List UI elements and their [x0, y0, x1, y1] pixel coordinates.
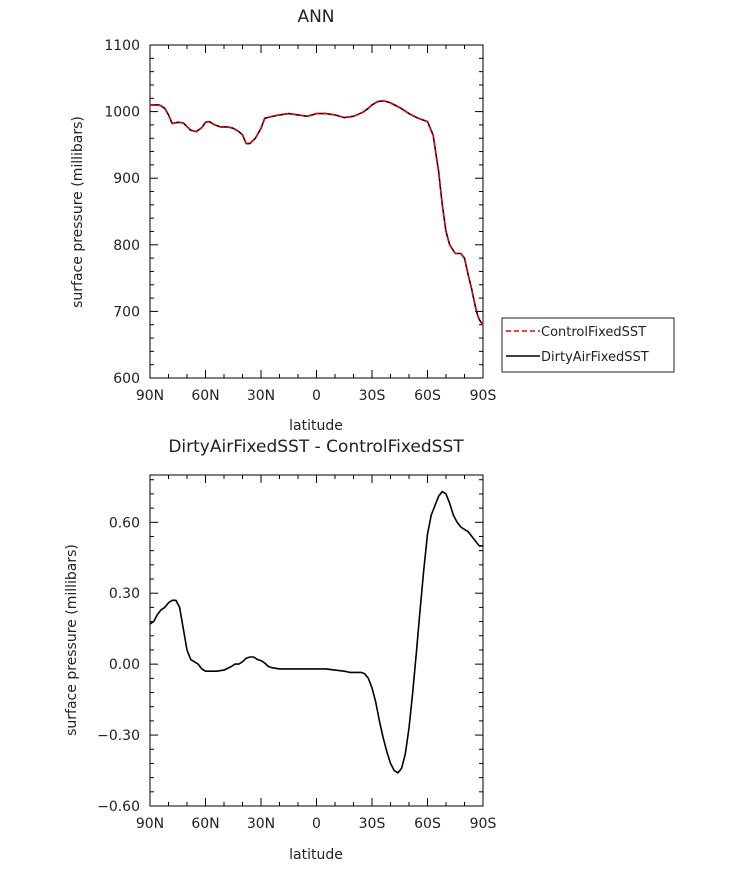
y-tick-label: 800	[113, 238, 140, 254]
x-tick-label: 60S	[414, 388, 441, 404]
top-panel-title: ANN	[297, 7, 334, 27]
y-tick-label: −0.60	[97, 799, 140, 815]
x-tick-label: 30N	[247, 816, 275, 832]
bottom-panel-x-axis-label: latitude	[289, 847, 343, 863]
y-tick-label: −0.30	[97, 728, 140, 744]
plot-frame	[149, 44, 484, 379]
y-tick-label: 0.60	[109, 515, 140, 531]
legend-label-control: ControlFixedSST	[541, 325, 646, 340]
x-tick-label: 90N	[136, 816, 164, 832]
top-panel-y-axis-label: surface pressure (millibars)	[70, 116, 86, 308]
top-panel-x-axis-label: latitude	[289, 418, 343, 434]
y-tick-label: 1000	[104, 105, 140, 121]
x-tick-label: 0	[312, 816, 321, 832]
top-panel: ANN latitude surface pressure (millibars…	[70, 7, 496, 434]
bottom-panel-y-axis-label: surface pressure (millibars)	[64, 544, 80, 736]
x-tick-label: 30S	[359, 388, 386, 404]
series-line-controlfixedsst	[150, 100, 484, 326]
x-tick-label: 30N	[247, 388, 275, 404]
x-tick-label: 90S	[470, 388, 497, 404]
plot-frame	[149, 474, 484, 807]
x-tick-label: 60N	[191, 816, 219, 832]
y-tick-label: 0.00	[109, 657, 140, 673]
bottom-panel: DirtyAirFixedSST - ControlFixedSST latit…	[64, 437, 496, 863]
y-tick-label: 1100	[104, 38, 140, 54]
x-tick-label: 30S	[359, 816, 386, 832]
y-tick-label: 600	[113, 371, 140, 387]
series-line-difference	[149, 490, 483, 774]
x-tick-label: 90S	[470, 816, 497, 832]
y-tick-label: 0.30	[109, 586, 140, 602]
y-tick-label: 700	[113, 304, 140, 320]
legend-label-dirtyair: DirtyAirFixedSST	[541, 350, 649, 365]
legend: ControlFixedSST DirtyAirFixedSST	[501, 317, 675, 373]
x-tick-label: 60S	[414, 816, 441, 832]
bottom-panel-title: DirtyAirFixedSST - ControlFixedSST	[168, 437, 464, 457]
x-tick-label: 60N	[191, 388, 219, 404]
x-tick-label: 90N	[136, 388, 164, 404]
legend-box	[501, 317, 675, 373]
x-tick-label: 0	[312, 388, 321, 404]
y-tick-label: 900	[113, 171, 140, 187]
